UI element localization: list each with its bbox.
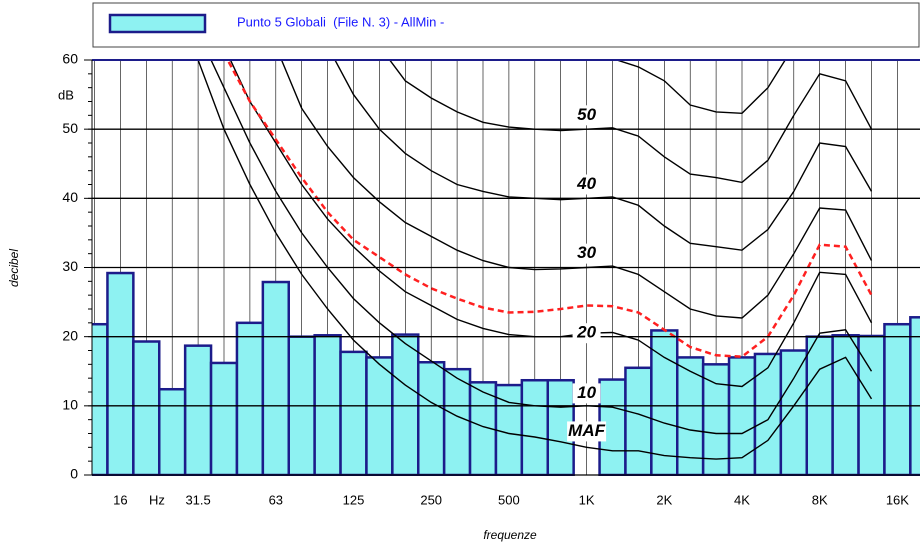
- y-tick-label: 30: [62, 258, 78, 274]
- x-tick-label: 4K: [734, 492, 750, 507]
- bar: [676, 356, 705, 476]
- bar: [779, 349, 808, 476]
- bar: [831, 334, 860, 476]
- bar: [158, 387, 187, 476]
- bar: [235, 321, 265, 476]
- x-tick-label: 16K: [886, 492, 909, 507]
- annotation-bg: [567, 421, 607, 442]
- bar: [339, 350, 368, 476]
- annotation-bg: [572, 105, 601, 126]
- y-axis-label: decibel: [7, 249, 21, 287]
- annotation: 10: [577, 383, 596, 402]
- x-tick-label: 31.5: [185, 492, 210, 507]
- contour-line: [388, 59, 873, 184]
- x-tick-label: 16: [113, 492, 127, 507]
- contour-line: [608, 59, 787, 115]
- annotation-bg: [572, 174, 601, 195]
- bar: [701, 363, 731, 476]
- bar: [753, 352, 783, 476]
- x-axis-label: frequenze: [483, 528, 537, 542]
- y-tick-label: 50: [62, 120, 78, 136]
- bar: [313, 334, 342, 476]
- y-tick-label: 60: [62, 51, 78, 67]
- bar: [261, 280, 291, 476]
- y-tick-label: 40: [62, 189, 78, 205]
- y-tick-label: 0: [70, 466, 78, 482]
- bar: [92, 322, 109, 476]
- annotation: 50: [577, 105, 596, 124]
- annotation: 40: [576, 174, 596, 193]
- x-tick-label: 63: [269, 492, 283, 507]
- bar: [442, 367, 472, 476]
- annotation: MAF: [568, 421, 605, 440]
- x-tick-label: 250: [420, 492, 442, 507]
- annotation-bg: [572, 383, 601, 404]
- x-unit: Hz: [149, 492, 165, 507]
- y-unit: dB: [58, 87, 74, 102]
- annotation-bg: [572, 323, 601, 344]
- bar: [209, 361, 239, 476]
- legend-label: Punto 5 Globali (File N. 3) - AllMin -: [237, 14, 444, 29]
- bar: [183, 344, 213, 476]
- bar: [391, 333, 420, 476]
- bar: [132, 340, 161, 476]
- y-tick-label: 10: [62, 397, 78, 413]
- contour-line: [225, 59, 873, 358]
- annotation-bg: [572, 243, 601, 264]
- contour-line: [333, 59, 873, 251]
- annotation: 30: [577, 243, 596, 262]
- x-tick-label: 8K: [812, 492, 828, 507]
- bar: [417, 361, 446, 476]
- x-tick-label: 500: [498, 492, 520, 507]
- plot-area: [92, 59, 920, 476]
- x-tick-label: 125: [343, 492, 365, 507]
- bar: [106, 271, 135, 476]
- contour-line: [197, 59, 873, 460]
- legend-box: [92, 2, 920, 48]
- bar: [365, 356, 394, 476]
- bar: [624, 366, 653, 476]
- bar: [883, 322, 912, 476]
- annotation: 20: [576, 323, 596, 342]
- bar: [520, 378, 549, 476]
- y-tick-label: 20: [62, 327, 78, 343]
- bar: [909, 316, 920, 476]
- x-tick-label: 1K: [579, 492, 595, 507]
- legend-swatch: [108, 13, 207, 34]
- x-tick-label: 2K: [656, 492, 672, 507]
